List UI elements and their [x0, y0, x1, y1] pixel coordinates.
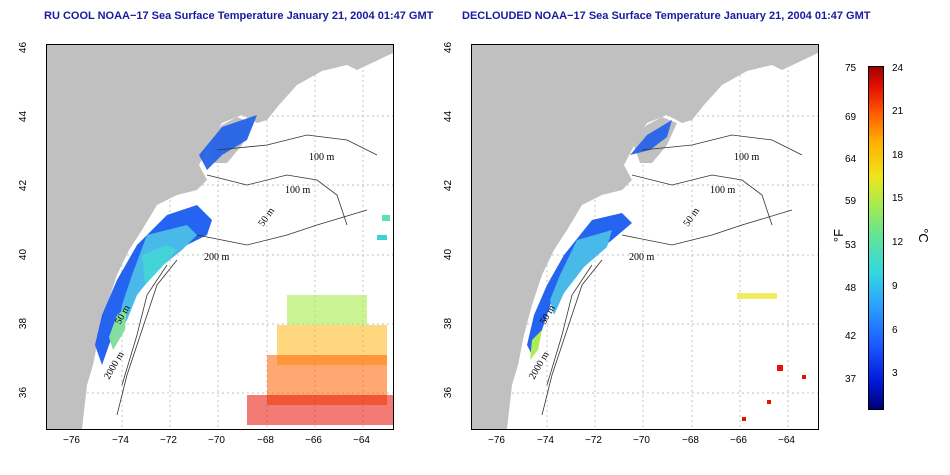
- right-map-title: DECLOUDED NOAA−17 Sea Surface Temperatur…: [462, 10, 871, 22]
- lon-tick: −66: [730, 435, 747, 446]
- lon-tick: −72: [160, 435, 177, 446]
- celsius-tick: 24: [892, 63, 904, 74]
- lon-tick: −74: [112, 435, 129, 446]
- celsius-tick: 15: [892, 193, 904, 204]
- lat-tick: 42: [443, 179, 455, 192]
- lon-tick: −74: [537, 435, 554, 446]
- lon-tick: −68: [682, 435, 699, 446]
- sst-map-raw: 100 m 100 m 50 m 200 m 50 m 2000 m: [46, 44, 394, 430]
- fahrenheit-tick: 75: [845, 63, 857, 74]
- contour-label: 100 m: [309, 152, 335, 163]
- contour-label: 2000 m: [102, 350, 127, 382]
- fahrenheit-tick: 59: [845, 196, 857, 207]
- fahrenheit-unit: °F: [831, 228, 847, 243]
- temperature-colorbar: [868, 66, 884, 410]
- fahrenheit-tick: 53: [845, 240, 857, 251]
- lat-tick: 42: [18, 179, 30, 192]
- celsius-tick: 18: [892, 150, 904, 161]
- sst-coastal-patch: [95, 115, 257, 365]
- contour-label: 100 m: [734, 152, 760, 163]
- contour-label: 50 m: [256, 206, 277, 229]
- lat-tick: 46: [443, 41, 455, 54]
- contour-label: 100 m: [710, 185, 736, 196]
- lat-tick: 44: [443, 110, 455, 123]
- lat-tick: 38: [18, 317, 30, 330]
- lat-tick: 36: [443, 386, 455, 399]
- lat-tick: 46: [18, 41, 30, 54]
- contour-label: 200 m: [204, 252, 230, 263]
- lat-tick: 38: [443, 317, 455, 330]
- lon-tick: −76: [488, 435, 505, 446]
- land-mass: [472, 45, 818, 429]
- contour-label: 200 m: [629, 252, 655, 263]
- lat-tick: 40: [443, 248, 455, 261]
- sst-offshore-noise: [247, 215, 393, 425]
- lon-tick: −72: [585, 435, 602, 446]
- celsius-tick: 9: [892, 281, 898, 292]
- left-map-title: RU COOL NOAA−17 Sea Surface Temperature …: [44, 10, 434, 22]
- fahrenheit-tick: 69: [845, 112, 857, 123]
- celsius-tick: 6: [892, 325, 898, 336]
- lon-tick: −64: [778, 435, 795, 446]
- sst-coastal-patch: [527, 120, 672, 360]
- contour-label: 100 m: [285, 185, 311, 196]
- lon-tick: −66: [305, 435, 322, 446]
- fahrenheit-tick: 64: [845, 154, 857, 165]
- lat-tick: 44: [18, 110, 30, 123]
- lon-tick: −68: [257, 435, 274, 446]
- fahrenheit-tick: 48: [845, 283, 857, 294]
- lon-tick: −70: [208, 435, 225, 446]
- celsius-tick: 12: [892, 237, 904, 248]
- lat-tick: 36: [18, 386, 30, 399]
- fahrenheit-tick: 42: [845, 331, 857, 342]
- celsius-tick: 21: [892, 106, 904, 117]
- sst-offshore-noise: [737, 293, 806, 421]
- fahrenheit-tick: 37: [845, 374, 857, 385]
- contour-label: 50 m: [681, 206, 702, 229]
- land-mass: [47, 45, 393, 429]
- lon-tick: −70: [633, 435, 650, 446]
- lat-tick: 40: [18, 248, 30, 261]
- lon-tick: −76: [63, 435, 80, 446]
- lon-tick: −64: [353, 435, 370, 446]
- celsius-unit: °C: [915, 228, 931, 243]
- sst-map-declouded: 100 m 100 m 50 m 200 m 50 m 2000 m: [471, 44, 819, 430]
- celsius-tick: 3: [892, 368, 898, 379]
